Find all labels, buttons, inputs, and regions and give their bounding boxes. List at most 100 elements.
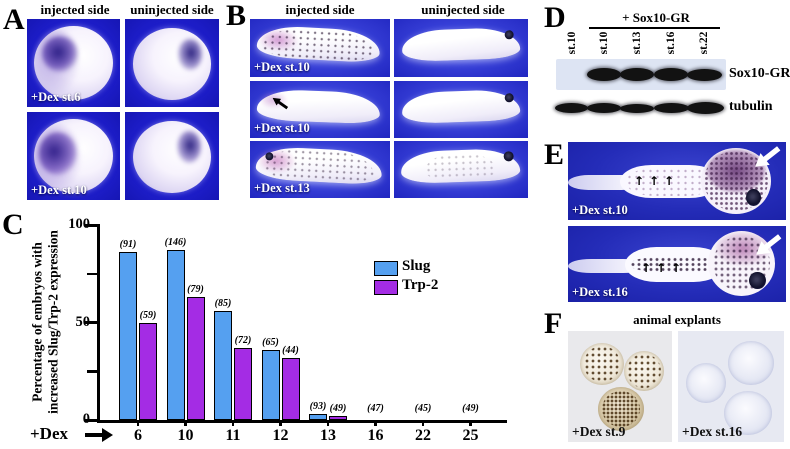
tadpole-photo-uninjected-3	[394, 141, 528, 198]
x-tick-label: 16	[367, 427, 384, 444]
panel-f-letter: F	[544, 307, 563, 340]
blot-row-label-tubulin: tubulin	[729, 99, 773, 114]
panel-e-letter: E	[544, 138, 565, 171]
tadpole	[400, 148, 521, 185]
y-minor-tick	[87, 272, 98, 275]
blot-band	[555, 103, 588, 113]
eye	[749, 272, 766, 290]
explant	[624, 351, 664, 391]
up-arrow-icon: ↑	[634, 174, 645, 188]
y-axis-line	[97, 224, 100, 423]
bar-slug-6	[119, 252, 137, 420]
bar-count-label: (59)	[139, 309, 157, 321]
bar-trp-2-11	[234, 347, 252, 420]
y-tick-label: 0	[82, 411, 90, 427]
axis-count-label: (49)	[462, 403, 479, 414]
y-tick	[85, 223, 98, 227]
blot-band	[654, 68, 688, 81]
speckles	[626, 168, 715, 196]
x-tick-label: 25	[462, 427, 479, 444]
image-label: +Dex st.10	[572, 203, 628, 217]
embryo	[34, 26, 113, 100]
bar-trp-2-12	[281, 357, 300, 420]
tadpole	[256, 89, 381, 125]
stain-dark	[39, 132, 77, 176]
panel-a-letter: A	[3, 3, 25, 36]
x-tick-label: 13	[320, 427, 336, 444]
tadpole-head	[700, 148, 771, 214]
explant	[580, 343, 624, 385]
tadpole-photo-injected-3: +Dex st.13	[250, 141, 390, 198]
x-tick	[279, 420, 282, 426]
y-tick	[85, 418, 98, 422]
bar-trp-2-6	[139, 322, 157, 420]
bar-count-label: (85)	[214, 297, 232, 309]
tadpole-dorsal-photo-st16: ↑ ↑ ↑ +Dex st.16	[568, 226, 786, 302]
eye	[504, 93, 514, 103]
right-arrow-head-icon	[102, 428, 113, 442]
western-blot-tubulin	[554, 99, 726, 117]
panel-c-letter: C	[2, 208, 24, 241]
x-tick	[421, 420, 425, 426]
embryo-photo-uninjected-st10	[125, 112, 219, 200]
y-tick-label: 100	[68, 216, 90, 232]
panel-b-header-uninjected: uninjected side	[421, 2, 505, 17]
x-tick-label: 22	[415, 427, 431, 444]
bar-count-label: (65)	[262, 336, 279, 348]
blot-band	[687, 102, 724, 114]
bar-slug-13	[309, 414, 327, 420]
panel-f-header: animal explants	[633, 312, 721, 327]
explants-photo-st16: +Dex st.16	[678, 331, 784, 442]
eye	[504, 30, 514, 41]
x-tick-label: 12	[272, 427, 289, 444]
panel-b-header-injected: injected side	[285, 2, 355, 17]
image-label: +Dex st.9	[572, 424, 626, 439]
bar-slug-11	[214, 310, 232, 420]
stain-dark	[42, 36, 79, 72]
bar-count-label: (44)	[282, 344, 299, 356]
up-arrow-icon: ↑	[656, 261, 667, 275]
speckles	[601, 390, 641, 428]
image-label: +Dex st.10	[31, 183, 87, 197]
speckles	[627, 354, 661, 388]
western-blot-sox10gr	[556, 59, 726, 90]
bar-chart-plot: 0 50 100 6 (91) (59) 10 (146) (79) 11 (85) (72) 12 (6…	[68, 216, 504, 444]
bar-trp-2-13	[329, 416, 347, 420]
x-tick	[136, 420, 140, 426]
stain-dark	[178, 39, 202, 70]
tadpole-dorsal-photo-st10: ↑ ↑ ↑ +Dex st.10	[568, 142, 786, 220]
blot-band	[620, 68, 654, 81]
blot-row-label-sox10gr: Sox10-GR	[729, 66, 790, 81]
x-tick	[184, 420, 187, 426]
explant	[724, 391, 772, 435]
stain-dark	[176, 130, 202, 163]
y-axis-label-line1: Percentage of embryos with	[29, 242, 45, 402]
legend-swatch-trp2	[374, 280, 398, 295]
y-tick	[85, 321, 98, 324]
x-tick-label: 6	[134, 427, 142, 444]
tadpole	[254, 145, 383, 186]
explant	[728, 341, 774, 385]
tadpole	[256, 25, 381, 64]
bar-trp-2-10	[186, 297, 205, 420]
eye	[745, 188, 761, 206]
embryo-photo-injected-st10: +Dex st.10	[27, 112, 120, 200]
blot-band	[620, 104, 654, 113]
tadpole-photo-uninjected-1	[394, 19, 528, 77]
tadpole	[401, 89, 521, 125]
treatment-header: + Sox10-GR	[622, 10, 690, 25]
up-arrow-icon: ↑	[649, 174, 660, 188]
panel-d-letter: D	[544, 1, 566, 34]
up-arrow-icon: ↑	[671, 261, 682, 275]
tadpole-photo-injected-2: +Dex st.10	[250, 81, 390, 138]
x-axis-prefix: +Dex	[30, 424, 69, 443]
tadpole	[401, 27, 521, 63]
x-axis-line	[97, 420, 507, 423]
x-tick	[469, 420, 472, 426]
bar-count-label: (72)	[234, 334, 252, 346]
bar-slug-12	[261, 349, 280, 420]
speckles	[583, 346, 621, 382]
right-arrow-icon	[85, 433, 103, 437]
image-label: +Dex st.10	[254, 121, 310, 135]
embryo	[133, 120, 211, 193]
